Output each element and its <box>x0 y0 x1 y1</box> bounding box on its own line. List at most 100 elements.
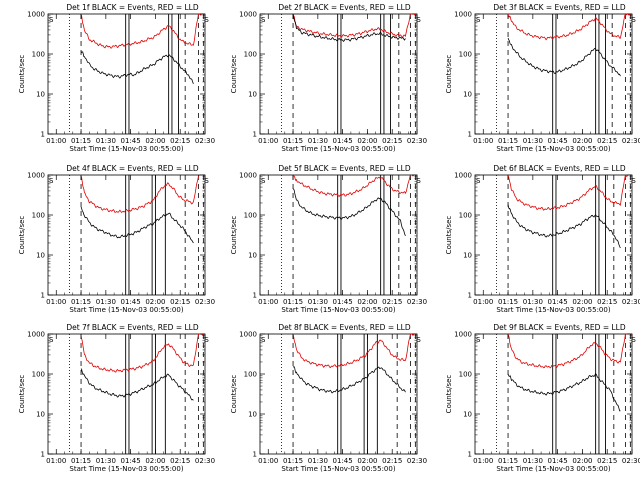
x-tick-label: 01:45 <box>548 298 568 306</box>
x-tick-label: 02:00 <box>145 137 165 145</box>
x-tick-label: 01:00 <box>473 457 493 465</box>
y-tick-label: 10 <box>463 252 472 260</box>
chart-panel-4: Det 4f BLACK = Events, RED = LLD 1 10 100 10… <box>18 164 215 314</box>
x-tick-label: 01:00 <box>473 298 493 306</box>
x-tick-label: 02:00 <box>145 457 165 465</box>
x-tick-label: 01:30 <box>308 137 328 145</box>
y-axis-label: Counts/sec <box>445 375 453 414</box>
marker-label: S <box>631 177 636 185</box>
x-tick-label: 01:15 <box>498 457 518 465</box>
marker-label: S <box>204 177 209 185</box>
series-line-events <box>80 368 194 401</box>
y-tick-label: 10 <box>36 252 45 260</box>
x-tick-label: 02:00 <box>572 457 592 465</box>
y-tick-label: 1 <box>253 451 257 459</box>
y-tick-label: 1 <box>468 451 472 459</box>
x-axis-label: Start Time (15-Nov-03 00:55:00) <box>496 145 610 153</box>
x-tick-label: 01:15 <box>283 137 303 145</box>
series-line-lld <box>507 14 631 41</box>
series-line-events <box>292 188 406 237</box>
x-tick-label: 02:15 <box>382 298 402 306</box>
marker-label: S <box>476 177 481 185</box>
x-tick-label: 01:45 <box>333 298 353 306</box>
x-tick-label: 02:30 <box>195 137 215 145</box>
y-axis-label: Counts/sec <box>230 216 238 255</box>
x-tick-label: 01:15 <box>71 457 91 465</box>
series-line-lld <box>80 334 204 373</box>
plot-frame <box>474 333 633 455</box>
x-tick-label: 01:00 <box>258 298 278 306</box>
y-tick-label: 1000 <box>239 11 257 19</box>
x-tick-label: 02:30 <box>622 137 640 145</box>
marker-label: S <box>476 16 481 24</box>
y-tick-label: 100 <box>459 371 472 379</box>
marker-label: S <box>261 16 266 24</box>
x-tick-label: 01:30 <box>523 457 543 465</box>
y-tick-label: 1000 <box>454 331 472 339</box>
marker-label: S <box>416 336 421 344</box>
chart-panel-7: Det 7f BLACK = Events, RED = LLD 1 10 100 10… <box>18 323 215 473</box>
chart-title: Det 1f BLACK = Events, RED = LLD <box>66 3 199 12</box>
series-line-events <box>507 37 621 77</box>
x-tick-label: 02:30 <box>622 457 640 465</box>
y-axis-label: Counts/sec <box>445 216 453 255</box>
y-tick-label: 100 <box>244 212 257 220</box>
x-axis-label: Start Time (15-Nov-03 00:55:00) <box>281 306 395 314</box>
series-line-events <box>80 206 194 244</box>
chart-panel-1: Det 1f BLACK = Events, RED = LLD 1 10 100 10… <box>18 3 215 153</box>
x-tick-label: 01:45 <box>548 137 568 145</box>
y-tick-label: 100 <box>32 371 45 379</box>
x-axis-label: Start Time (15-Nov-03 00:55:00) <box>69 465 183 473</box>
chart-panel-5: Det 5f BLACK = Events, RED = LLD 1 10 100 10… <box>230 164 427 314</box>
chart-panel-9: Det 9f BLACK = Events, RED = LLD 1 10 100 10… <box>445 323 640 473</box>
x-tick-label: 01:00 <box>46 137 66 145</box>
x-tick-label: 02:30 <box>195 457 215 465</box>
x-tick-label: 02:30 <box>407 457 427 465</box>
x-tick-label: 01:00 <box>46 457 66 465</box>
y-tick-label: 1000 <box>239 331 257 339</box>
x-axis-label: Start Time (15-Nov-03 00:55:00) <box>69 145 183 153</box>
chart-title: Det 9f BLACK = Events, RED = LLD <box>493 323 626 332</box>
x-tick-label: 01:45 <box>121 137 141 145</box>
x-tick-label: 01:15 <box>498 298 518 306</box>
y-tick-label: 1000 <box>239 172 257 180</box>
plot-frame <box>474 13 633 135</box>
y-tick-label: 100 <box>244 371 257 379</box>
x-tick-label: 02:30 <box>407 137 427 145</box>
x-axis-label: Start Time (15-Nov-03 00:55:00) <box>69 306 183 314</box>
x-tick-label: 01:15 <box>71 298 91 306</box>
y-tick-label: 10 <box>248 411 257 419</box>
chart-title: Det 6f BLACK = Events, RED = LLD <box>493 164 626 173</box>
x-tick-label: 02:00 <box>357 137 377 145</box>
y-tick-label: 100 <box>459 51 472 59</box>
x-tick-label: 02:00 <box>357 457 377 465</box>
x-tick-label: 02:15 <box>597 298 617 306</box>
chart-panel-6: Det 6f BLACK = Events, RED = LLD 1 10 100 10… <box>445 164 640 314</box>
x-tick-label: 02:15 <box>170 137 190 145</box>
plot-frame <box>474 174 633 296</box>
x-axis-label: Start Time (15-Nov-03 00:55:00) <box>281 145 395 153</box>
series-line-lld <box>292 14 416 38</box>
x-tick-label: 01:30 <box>308 457 328 465</box>
series-line-events <box>292 14 406 43</box>
chart-title: Det 3f BLACK = Events, RED = LLD <box>493 3 626 12</box>
y-tick-label: 1 <box>41 131 45 139</box>
x-axis-label: Start Time (15-Nov-03 00:55:00) <box>281 465 395 473</box>
marker-label: S <box>261 336 266 344</box>
x-axis-label: Start Time (15-Nov-03 00:55:00) <box>496 306 610 314</box>
chart-title: Det 7f BLACK = Events, RED = LLD <box>66 323 199 332</box>
x-tick-label: 02:00 <box>572 298 592 306</box>
x-tick-label: 02:30 <box>407 298 427 306</box>
y-tick-label: 100 <box>459 212 472 220</box>
chart-title: Det 8f BLACK = Events, RED = LLD <box>278 323 411 332</box>
x-tick-label: 01:45 <box>121 457 141 465</box>
x-tick-label: 02:30 <box>195 298 215 306</box>
marker-label: S <box>416 177 421 185</box>
plot-frame <box>259 13 418 135</box>
x-tick-label: 02:30 <box>622 298 640 306</box>
plot-frame <box>259 174 418 296</box>
y-tick-label: 10 <box>463 91 472 99</box>
series-line-lld <box>507 175 631 211</box>
marker-label: S <box>631 336 636 344</box>
series-line-events <box>292 366 406 394</box>
